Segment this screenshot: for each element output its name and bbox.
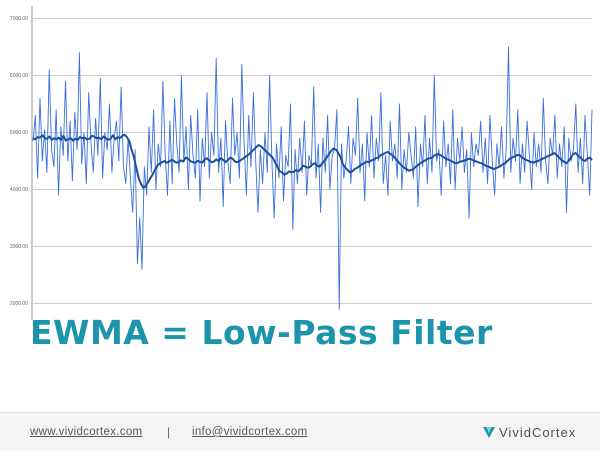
y-tick-label: 6000.00 [10, 73, 28, 79]
y-tick-label: 2000.00 [10, 301, 28, 307]
website-link[interactable]: www.vividcortex.com [30, 426, 143, 438]
slide-title: EWMA = Low-Pass Filter [30, 313, 493, 352]
y-tick-label: 5000.00 [10, 130, 28, 136]
y-tick-label: 3000.00 [10, 244, 28, 250]
y-axis-ticks: 2000.00 3000.00 4000.00 5000.00 6000.00 7000.… [10, 16, 28, 307]
y-tick-label: 7000.00 [10, 16, 28, 22]
footer: www.vividcortex.com | info@vividcortex.c… [0, 412, 600, 451]
chart: 2000.00 3000.00 4000.00 5000.00 6000.00 7000.… [10, 6, 593, 320]
email-link[interactable]: info@vividcortex.com [192, 426, 308, 438]
vividcortex-logo-icon [483, 427, 495, 438]
brand-name: VividCortex [499, 425, 577, 440]
footer-separator: | [167, 425, 171, 439]
ewma-series-line [32, 133, 593, 189]
y-tick-label: 4000.00 [10, 187, 28, 193]
series-lines [32, 46, 593, 310]
raw-series-line [32, 46, 593, 310]
